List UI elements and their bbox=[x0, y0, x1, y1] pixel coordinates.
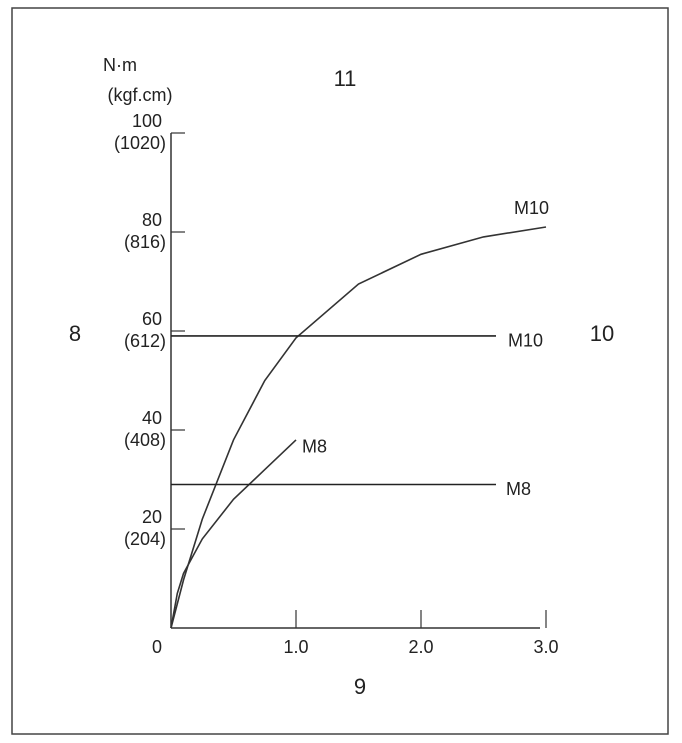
y-tick-label: (204) bbox=[124, 529, 166, 549]
series-label: M10 bbox=[514, 198, 549, 218]
y-tick-label: (816) bbox=[124, 232, 166, 252]
series-label: M8 bbox=[506, 479, 531, 499]
series-label: M8 bbox=[302, 437, 327, 457]
x-tick-label: 1.0 bbox=[283, 637, 308, 657]
callout: 10 bbox=[590, 321, 614, 346]
callout: 9 bbox=[354, 674, 366, 699]
series-label: M10 bbox=[508, 331, 543, 351]
y-tick-label: (612) bbox=[124, 331, 166, 351]
x-tick-label: 3.0 bbox=[533, 637, 558, 657]
y-tick-label: 100 bbox=[132, 111, 162, 131]
y-tick-label: 20 bbox=[142, 507, 162, 527]
y-tick-label: (408) bbox=[124, 430, 166, 450]
y-tick-label: (1020) bbox=[114, 133, 166, 153]
callout: 11 bbox=[334, 66, 357, 91]
series-line bbox=[170, 439, 297, 629]
y-axis-label: (kgf.cm) bbox=[108, 85, 173, 105]
y-tick-label: 80 bbox=[142, 210, 162, 230]
x-tick-label: 2.0 bbox=[408, 637, 433, 657]
y-tick-label: 60 bbox=[142, 309, 162, 329]
frame bbox=[11, 7, 669, 735]
y-tick-label: 40 bbox=[142, 408, 162, 428]
x-tick-label: 0 bbox=[152, 637, 162, 657]
y-axis-label: N·m bbox=[103, 55, 137, 75]
callout: 8 bbox=[69, 321, 81, 346]
series-line bbox=[170, 226, 547, 629]
